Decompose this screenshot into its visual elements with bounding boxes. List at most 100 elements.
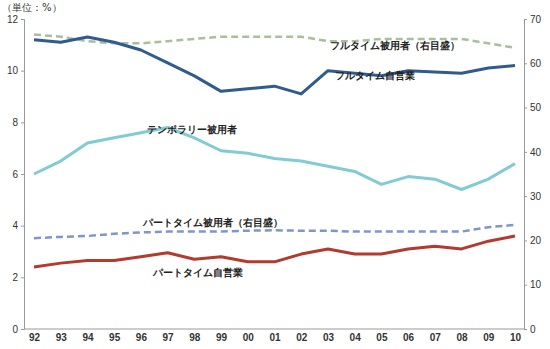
tick-label: 10	[510, 332, 522, 343]
tick: 10	[524, 279, 542, 290]
axis-line	[24, 329, 524, 330]
tick: 05	[376, 329, 388, 343]
tick-label: 00	[243, 332, 255, 343]
tick: 03	[323, 329, 335, 343]
tick-label: 92	[29, 332, 41, 343]
tick: 09	[483, 329, 495, 343]
tick-label: 0	[530, 324, 536, 335]
tick-label: 10	[530, 279, 542, 290]
tick-label: 03	[323, 332, 335, 343]
axis-line	[525, 20, 528, 330]
tick-label: 30	[530, 191, 542, 202]
tick-label: 4	[12, 220, 18, 231]
tick-mark	[524, 196, 527, 197]
tick: 8	[12, 117, 24, 128]
tick-label: 12	[7, 14, 19, 25]
tick: 95	[109, 329, 121, 343]
tick-label: 08	[456, 332, 468, 343]
tick-label: 0	[12, 324, 18, 335]
tick: 97	[163, 329, 175, 343]
tick: 0	[12, 324, 24, 335]
tick-mark	[524, 19, 527, 20]
tick: 08	[456, 329, 468, 343]
tick-label: 40	[530, 147, 542, 158]
tick-mark	[21, 226, 24, 227]
tick: 12	[7, 14, 24, 25]
tick: 06	[403, 329, 415, 343]
tick-mark	[21, 329, 24, 330]
tick: 93	[56, 329, 68, 343]
tick-mark	[21, 174, 24, 175]
tick-label: 99	[216, 332, 228, 343]
tick: 98	[189, 329, 201, 343]
tick: 99	[216, 329, 228, 343]
tick-label: 94	[82, 332, 94, 343]
tick-label: 09	[483, 332, 495, 343]
series-label: テンポラリー被用者	[147, 124, 237, 135]
tick: 10	[510, 329, 522, 343]
tick-mark	[21, 19, 24, 20]
series-line	[34, 236, 515, 267]
y2-axis: 0 10 20 30 40 50 60 70	[524, 14, 542, 335]
tick: 01	[269, 329, 281, 343]
tick-mark	[524, 108, 527, 109]
tick: 20	[524, 235, 542, 246]
tick-label: 20	[530, 235, 542, 246]
tick-label: 8	[12, 117, 18, 128]
tick-label: 10	[7, 65, 19, 76]
y-axis: 0 2 4 6 8 10 12	[7, 14, 25, 335]
tick: 10	[7, 65, 24, 76]
series-line	[34, 37, 515, 94]
tick: 00	[243, 329, 255, 343]
tick-label: 07	[430, 332, 442, 343]
series-line	[34, 128, 515, 190]
tick-label: 04	[350, 332, 362, 343]
lines	[34, 35, 515, 268]
tick-label: 60	[530, 58, 542, 69]
tick: 92	[29, 329, 41, 343]
tick-label: 6	[12, 169, 18, 180]
tick: 4	[12, 220, 24, 231]
tick-mark	[524, 152, 527, 153]
tick-mark	[524, 63, 527, 64]
tick-mark	[21, 277, 24, 278]
series-label: パートタイム自営業	[152, 267, 243, 278]
series-labels: フルタイム被用者（右目盛） フルタイム自営業テンポラリー被用者パートタイム被用者（…	[142, 40, 460, 278]
tick: 70	[524, 14, 542, 25]
tick: 2	[12, 272, 24, 283]
tick-mark	[524, 329, 527, 330]
tick: 0	[524, 324, 536, 335]
series-label: フルタイム自営業	[335, 70, 415, 81]
unit-label: （単位：%）	[2, 2, 62, 13]
tick-label: 06	[403, 332, 415, 343]
chart: 0246810120102030405060709293949596979899…	[0, 0, 550, 349]
tick: 96	[136, 329, 148, 343]
tick-mark	[524, 240, 527, 241]
tick: 40	[524, 147, 542, 158]
series-label: フルタイム被用者（右目盛）	[330, 40, 460, 51]
tick-label: 02	[296, 332, 308, 343]
tick-mark	[21, 71, 24, 72]
tick-label: 05	[376, 332, 388, 343]
tick: 30	[524, 191, 542, 202]
x-axis: 92 93 94 95 96 97 98 99 00 01 02 03 04 05 06 07 08 09 10	[24, 329, 524, 343]
tick-mark	[524, 285, 527, 286]
tick: 50	[524, 102, 542, 113]
tick-label: 50	[530, 102, 542, 113]
tick-label: 2	[12, 272, 18, 283]
tick-label: 93	[56, 332, 68, 343]
axis-line	[21, 20, 25, 330]
tick-label: 70	[530, 14, 542, 25]
tick: 94	[82, 329, 94, 343]
tick-label: 01	[269, 332, 281, 343]
tick-label: 98	[189, 332, 201, 343]
tick-label: 97	[163, 332, 175, 343]
tick: 6	[12, 169, 24, 180]
tick: 04	[350, 329, 362, 343]
tick-label: 96	[136, 332, 148, 343]
tick: 02	[296, 329, 308, 343]
tick-mark	[21, 122, 24, 123]
tick-label: 95	[109, 332, 121, 343]
series-label: パートタイム被用者（右目盛）	[142, 217, 283, 228]
tick: 07	[430, 329, 442, 343]
